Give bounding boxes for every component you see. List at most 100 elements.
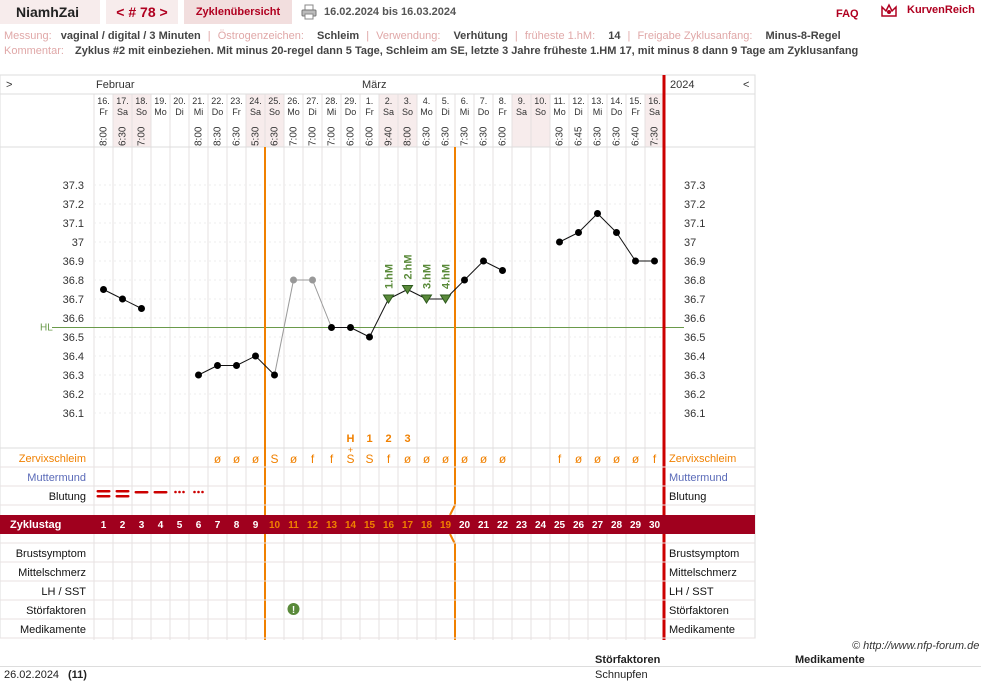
peak-marker: H [347,433,355,445]
row-label-zervix: Zervixschleim [19,453,86,465]
messung-value: vaginal / digital / 3 Minuten [60,30,201,42]
cervical-mucus-symbol: ø [499,452,507,466]
cycle-day-number: 19 [440,520,452,531]
date-label: 11. [554,96,566,106]
expand-right-button: < [743,79,749,91]
time-label: 7:00 [137,126,148,146]
weekday-label: Fr [498,107,507,117]
temperature-point [195,371,202,379]
time-label: 7:00 [327,126,338,146]
time-label: 6:45 [574,126,585,146]
cervical-mucus-symbol: ø [290,452,298,466]
temperature-point [594,210,601,217]
date-label: 23. [230,96,243,106]
earliest-hm-value: 14 [608,30,621,42]
cervical-mucus-symbol: S [365,452,373,466]
weekday-label: Mo [154,107,167,117]
date-label: 26. [287,96,300,106]
stoer-column-header: Störfaktoren [595,654,661,666]
verwendung-label: Verwendung: [376,30,441,42]
row-label-stoer: Störfaktoren [26,605,86,617]
top-bar: NiamhZai < # 78 > Zyklenübersicht 16.02.… [0,0,981,26]
y-tick-right: 36.3 [684,370,705,382]
cycle-day-bar-right [666,515,755,534]
date-label: 16. [97,96,110,106]
note-cycle-day: (11) [68,669,87,681]
cycle-day-number: 9 [253,520,259,531]
verwendung-value: Verhütung [453,30,508,42]
time-label: 7:00 [289,126,300,146]
cycle-day-number: 26 [573,520,585,531]
temperature-point [613,229,620,236]
oestrogen-label: Östrogenzeichen: [217,30,304,42]
month-label: Februar [96,79,135,91]
copyright[interactable]: © http://www.nfp-forum.de [852,640,980,652]
bleeding-spotting-mark [174,490,177,494]
bleeding-medium-mark [134,491,149,494]
high-measurement-label: 4.hM [441,264,453,289]
weekday-label: Mi [327,107,337,117]
temperature-line-segment [464,260,484,281]
faq-link[interactable]: FAQ [836,8,859,20]
temperature-line-segment [198,365,218,376]
cycle-day-number: 25 [554,520,566,531]
cycle-day-number: 10 [269,520,281,531]
oestrogen-value: Schleim [317,30,360,42]
weekday-label: Sa [649,107,660,117]
cervical-mucus-symbol: f [558,452,562,466]
y-tick-right: 37.2 [684,199,705,211]
temperature-point [119,295,126,303]
temperature-point [271,371,278,379]
weekday-label: Sa [516,107,527,117]
weekday-label: Fr [365,107,374,117]
cycle-day-number: 2 [120,520,126,531]
temperature-line-segment [350,327,370,338]
cycle-overview-button[interactable]: Zyklenübersicht [184,0,292,24]
time-label: 9:40 [384,126,395,146]
printer-icon[interactable] [301,4,317,20]
y-tick-right: 37.1 [684,218,705,230]
bleeding-spotting-mark [182,490,185,494]
weekday-label: Sa [383,107,394,117]
weekday-label: Fr [99,107,108,117]
time-label: 6:30 [593,126,604,146]
cervical-mucus-symbol: f [311,452,315,466]
date-label: 4. [423,96,431,106]
note-date: 26.02.2024 [4,669,60,681]
logo-text[interactable]: KurvenReich [907,4,975,16]
cycle-day-number: 23 [516,520,528,531]
row-label-right-lhsst: LH / SST [669,586,714,598]
y-tick-left: 36.3 [63,370,84,382]
row-label-right-medikamente: Medikamente [669,624,735,636]
bleeding-strong-mark [96,490,111,493]
weekday-label: Di [574,107,583,117]
comment-info: Kommentar: Zyklus #2 mit einbeziehen. Mi… [4,45,858,57]
temperature-point [214,362,221,369]
infertile-end-line-lower [449,504,456,640]
weekend-header-shade [379,94,398,147]
time-label: 6:00 [365,126,376,146]
cervical-mucus-symbol: ø [480,452,488,466]
date-range: 16.02.2024 bis 16.03.2024 [324,6,457,18]
high-measurement-label: 1.hM [384,264,396,289]
weekday-label: Do [212,107,224,117]
y-tick-right: 36.5 [684,332,705,344]
freigabe-value: Minus-8-Regel [765,30,841,42]
cycle-day-number: 16 [383,520,395,531]
weekday-label: Mi [593,107,603,117]
cycle-navigation[interactable]: < # 78 > [106,0,178,24]
date-label: 8. [499,96,507,106]
time-label: 8:00 [194,126,205,146]
temperature-point [233,362,240,369]
crown-logo-icon[interactable] [880,2,898,20]
row-label-lhsst: LH / SST [41,586,86,598]
row-label-right-zervix: Zervixschleim [669,453,736,465]
cycle-day-number: 27 [592,520,604,531]
weekend-header-shade [265,94,284,147]
expand-left-button: > [6,79,12,91]
cervical-mucus-symbol: ø [594,452,602,466]
date-label: 29. [344,96,357,106]
y-tick-right: 36.7 [684,294,705,306]
weekday-label: So [535,107,546,117]
